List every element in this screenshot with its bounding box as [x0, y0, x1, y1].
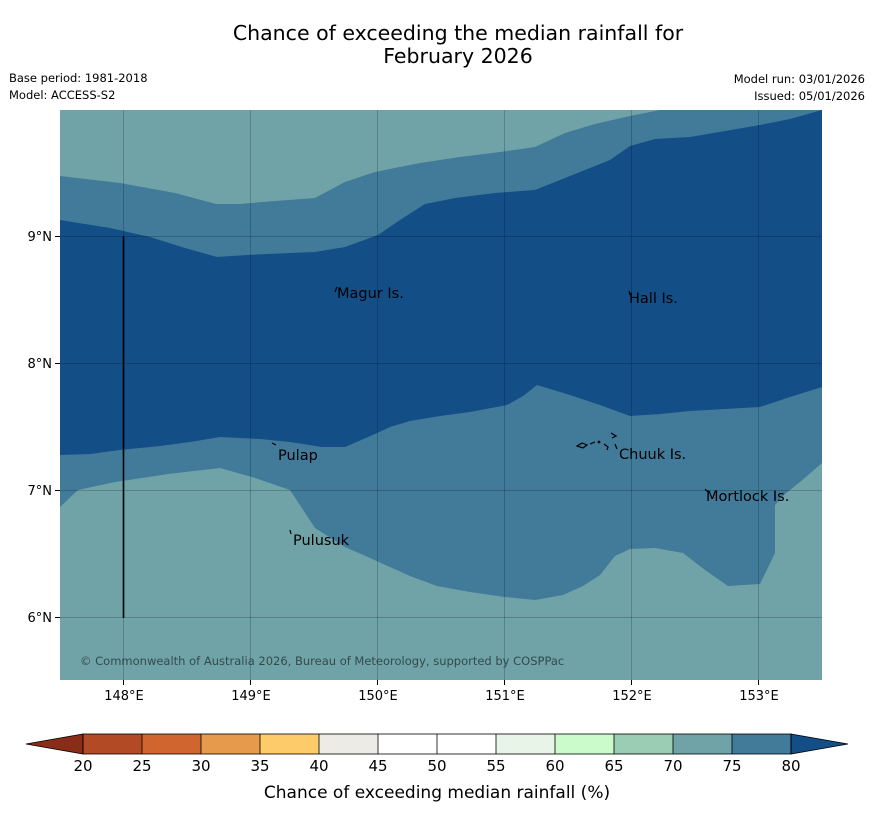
- colorbar-segment-35-40: [260, 734, 319, 754]
- lat-label-8n: 8°N: [28, 357, 53, 372]
- colorbar-segment-75-80: [732, 734, 791, 754]
- label-pulusuk: Pulusuk: [293, 533, 350, 549]
- colorbar-tick-75: 75: [722, 757, 741, 775]
- colorbar-extend-high: [790, 733, 849, 755]
- colorbar-tick-45: 45: [368, 757, 387, 775]
- colorbar-tick-70: 70: [663, 757, 682, 775]
- label-magur: Magur Is.: [337, 286, 404, 302]
- title-line-1: Chance of exceeding the median rainfall …: [232, 21, 684, 45]
- colorbar-segment-25-30: [142, 734, 201, 754]
- lat-label-7n: 7°N: [28, 484, 53, 499]
- colorbar-segment-30-35: [201, 734, 260, 754]
- latitude-labels: 9°N 8°N 7°N 6°N: [28, 230, 53, 626]
- colorbar-segment-65-70: [614, 734, 673, 754]
- colorbar-dividers: [82, 733, 792, 755]
- lon-label-151: 151°E: [485, 689, 525, 704]
- lon-label-153: 153°E: [739, 689, 779, 704]
- colorbar-tick-40: 40: [309, 757, 328, 775]
- longitude-labels: 148°E 149°E 150°E 151°E 152°E 153°E: [104, 689, 779, 704]
- lat-label-6n: 6°N: [28, 611, 53, 626]
- issued-date: Issued: 05/01/2026: [754, 89, 865, 103]
- lon-label-150: 150°E: [358, 689, 398, 704]
- island-hall: [628, 290, 631, 296]
- colorbar-segment-70-75: [673, 734, 732, 754]
- colorbar-segment-45-50: [378, 734, 437, 754]
- colorbar-tick-25: 25: [132, 757, 151, 775]
- colorbar-label: Chance of exceeding median rainfall (%): [264, 783, 610, 803]
- label-pulap: Pulap: [278, 448, 318, 464]
- island-mortlock: [704, 488, 709, 493]
- lon-label-149: 149°E: [231, 689, 271, 704]
- label-hall: Hall Is.: [629, 291, 678, 307]
- island-chuuk-lagoon: [575, 432, 618, 451]
- colorbar-tick-30: 30: [191, 757, 210, 775]
- island-magur: [334, 286, 338, 293]
- model-name: Model: ACCESS-S2: [9, 88, 116, 102]
- colorbar-tick-60: 60: [545, 757, 564, 775]
- metadata-right: Model run: 03/01/2026 Issued: 05/01/2026: [734, 71, 865, 105]
- map-plot-area: [60, 110, 822, 680]
- colorbar-tick-65: 65: [604, 757, 623, 775]
- region-above-80: [60, 110, 822, 455]
- lon-label-152: 152°E: [612, 689, 652, 704]
- base-period: Base period: 1981-2018: [9, 71, 148, 85]
- axis-ticks: [55, 236, 759, 685]
- colorbar: 20 25 30 35 40 45 50 55 60 65 70 75 80 C…: [25, 733, 849, 803]
- copyright-notice: © Commonwealth of Australia 2026, Bureau…: [80, 654, 564, 668]
- colorbar-segment-60-65: [555, 734, 614, 754]
- islands: [271, 286, 709, 535]
- colorbar-segment-55-60: [496, 734, 555, 754]
- colorbar-segment-40-45: [319, 734, 378, 754]
- island-pulap: [271, 442, 277, 446]
- colorbar-tick-labels: 20 25 30 35 40 45 50 55 60 65 70 75 80: [73, 757, 800, 775]
- colorbar-segment-50-55: [437, 734, 496, 754]
- lon-label-148: 148°E: [104, 689, 144, 704]
- island-pulusuk: [289, 529, 292, 535]
- colorbar-segment-20-25: [83, 734, 142, 754]
- colorbar-tick-80: 80: [781, 757, 800, 775]
- title-line-2: February 2026: [383, 44, 533, 68]
- colorbar-extend-low: [25, 733, 84, 755]
- colorbar-tick-35: 35: [250, 757, 269, 775]
- metadata-left: Base period: 1981-2018 Model: ACCESS-S2: [9, 70, 148, 104]
- label-mortlock: Mortlock Is.: [706, 489, 789, 505]
- place-labels: Magur Is. Hall Is. Pulap Chuuk Is. Mortl…: [278, 286, 789, 549]
- lat-label-9n: 9°N: [28, 230, 53, 245]
- colorbar-tick-20: 20: [73, 757, 92, 775]
- model-run-date: Model run: 03/01/2026: [733, 72, 865, 86]
- label-chuuk: Chuuk Is.: [619, 447, 686, 463]
- colorbar-tick-55: 55: [486, 757, 505, 775]
- map-title: Chance of exceeding the median rainfall …: [0, 22, 873, 68]
- colorbar-tick-50: 50: [427, 757, 446, 775]
